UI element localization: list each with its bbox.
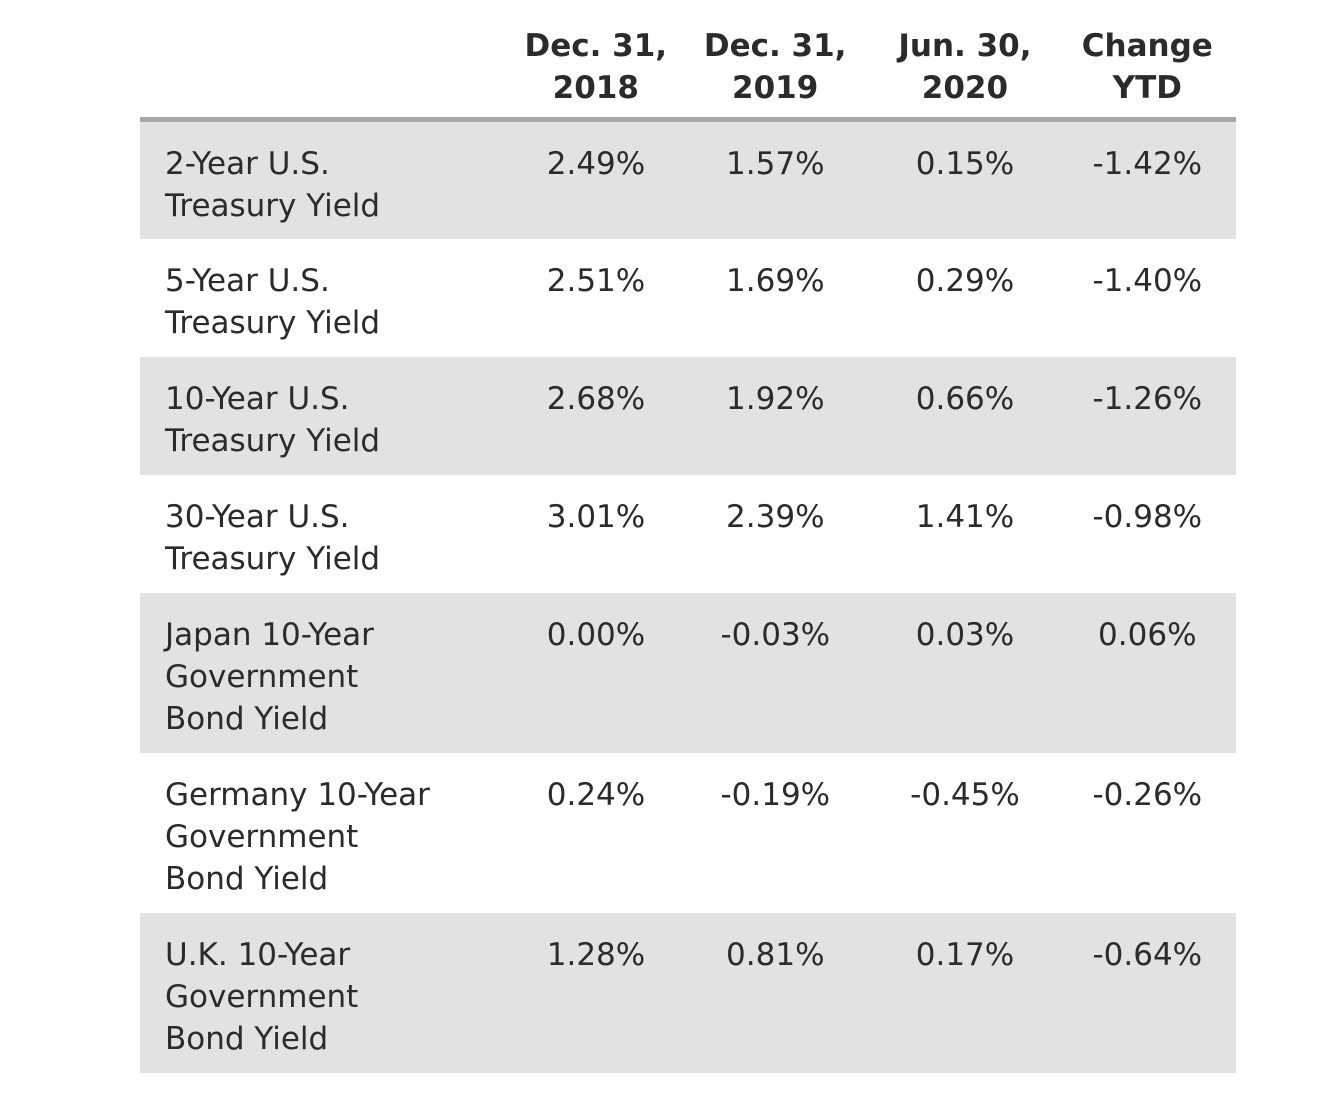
cell-change-ytd: -1.26% <box>1092 381 1203 417</box>
yield-table: Dec. 31, 2018 Dec. 31, 2019 Jun. 30, 202… <box>140 0 1236 1073</box>
cell-dec-2018: 3.01% <box>546 499 646 535</box>
cell-dec-2018: 0.24% <box>546 777 646 813</box>
cell-dec-2019: -0.19% <box>720 777 831 813</box>
cell-dec-2019: 1.69% <box>726 263 825 299</box>
cell-jun-2020: 0.15% <box>915 146 1015 182</box>
row-label: 30-Year U.S. Treasury Yield <box>165 499 381 577</box>
cell-dec-2018: 1.28% <box>546 937 646 973</box>
column-header-jun-2020: Jun. 30, 2020 <box>898 28 1032 106</box>
cell-jun-2020: -0.45% <box>910 777 1020 813</box>
cell-jun-2020: 0.66% <box>915 381 1015 417</box>
row-label: U.K. 10-Year Government Bond Yield <box>165 937 359 1057</box>
table-row: U.K. 10-Year Government Bond Yield 1.28% 0… <box>140 913 1236 1073</box>
cell-jun-2020: 1.41% <box>915 499 1015 535</box>
table-body: 2-Year U.S. Treasury Yield 2.49% 1.57% 0.15… <box>140 122 1236 1073</box>
cell-dec-2019: 1.57% <box>726 146 825 182</box>
table-row: 10-Year U.S. Treasury Yield 2.68% 1.92% 0.6… <box>140 357 1236 475</box>
cell-dec-2019: -0.03% <box>720 617 831 653</box>
header-blank-cell <box>140 0 520 117</box>
column-header-dec-2019: Dec. 31, 2019 <box>703 28 847 106</box>
row-label: 10-Year U.S. Treasury Yield <box>165 381 381 459</box>
cell-jun-2020: 0.03% <box>915 617 1015 653</box>
table-row: 30-Year U.S. Treasury Yield 3.01% 2.39% 1.4… <box>140 475 1236 593</box>
cell-change-ytd: 0.06% <box>1098 617 1197 653</box>
cell-jun-2020: 0.17% <box>915 937 1015 973</box>
cell-dec-2019: 1.92% <box>726 381 825 417</box>
table-row: 5-Year U.S. Treasury Yield 2.51% 1.69% 0.29… <box>140 239 1236 357</box>
column-header-dec-2018: Dec. 31, 2018 <box>524 28 668 106</box>
table-row: 2-Year U.S. Treasury Yield 2.49% 1.57% 0.15… <box>140 122 1236 239</box>
cell-dec-2019: 0.81% <box>726 937 825 973</box>
cell-dec-2019: 2.39% <box>726 499 825 535</box>
cell-dec-2018: 2.51% <box>546 263 646 299</box>
cell-change-ytd: -0.98% <box>1092 499 1203 535</box>
cell-dec-2018: 2.68% <box>546 381 646 417</box>
table-row: Japan 10-Year Government Bond Yield 0.00%… <box>140 593 1236 753</box>
row-label: Japan 10-Year Government Bond Yield <box>165 617 374 737</box>
table-header-row: Dec. 31, 2018 Dec. 31, 2019 Jun. 30, 202… <box>140 0 1236 122</box>
row-label: 5-Year U.S. Treasury Yield <box>165 263 381 341</box>
column-header-change-ytd: Change YTD <box>1081 28 1213 106</box>
cell-jun-2020: 0.29% <box>915 263 1015 299</box>
cell-change-ytd: -1.40% <box>1092 263 1203 299</box>
row-label: 2-Year U.S. Treasury Yield <box>165 146 381 224</box>
table-row: Germany 10-Year Government Bond Yield 0.2… <box>140 753 1236 913</box>
cell-change-ytd: -0.26% <box>1092 777 1203 813</box>
cell-dec-2018: 2.49% <box>546 146 646 182</box>
row-label: Germany 10-Year Government Bond Yield <box>165 777 430 897</box>
cell-change-ytd: -1.42% <box>1092 146 1203 182</box>
cell-dec-2018: 0.00% <box>546 617 646 653</box>
cell-change-ytd: -0.64% <box>1092 937 1203 973</box>
